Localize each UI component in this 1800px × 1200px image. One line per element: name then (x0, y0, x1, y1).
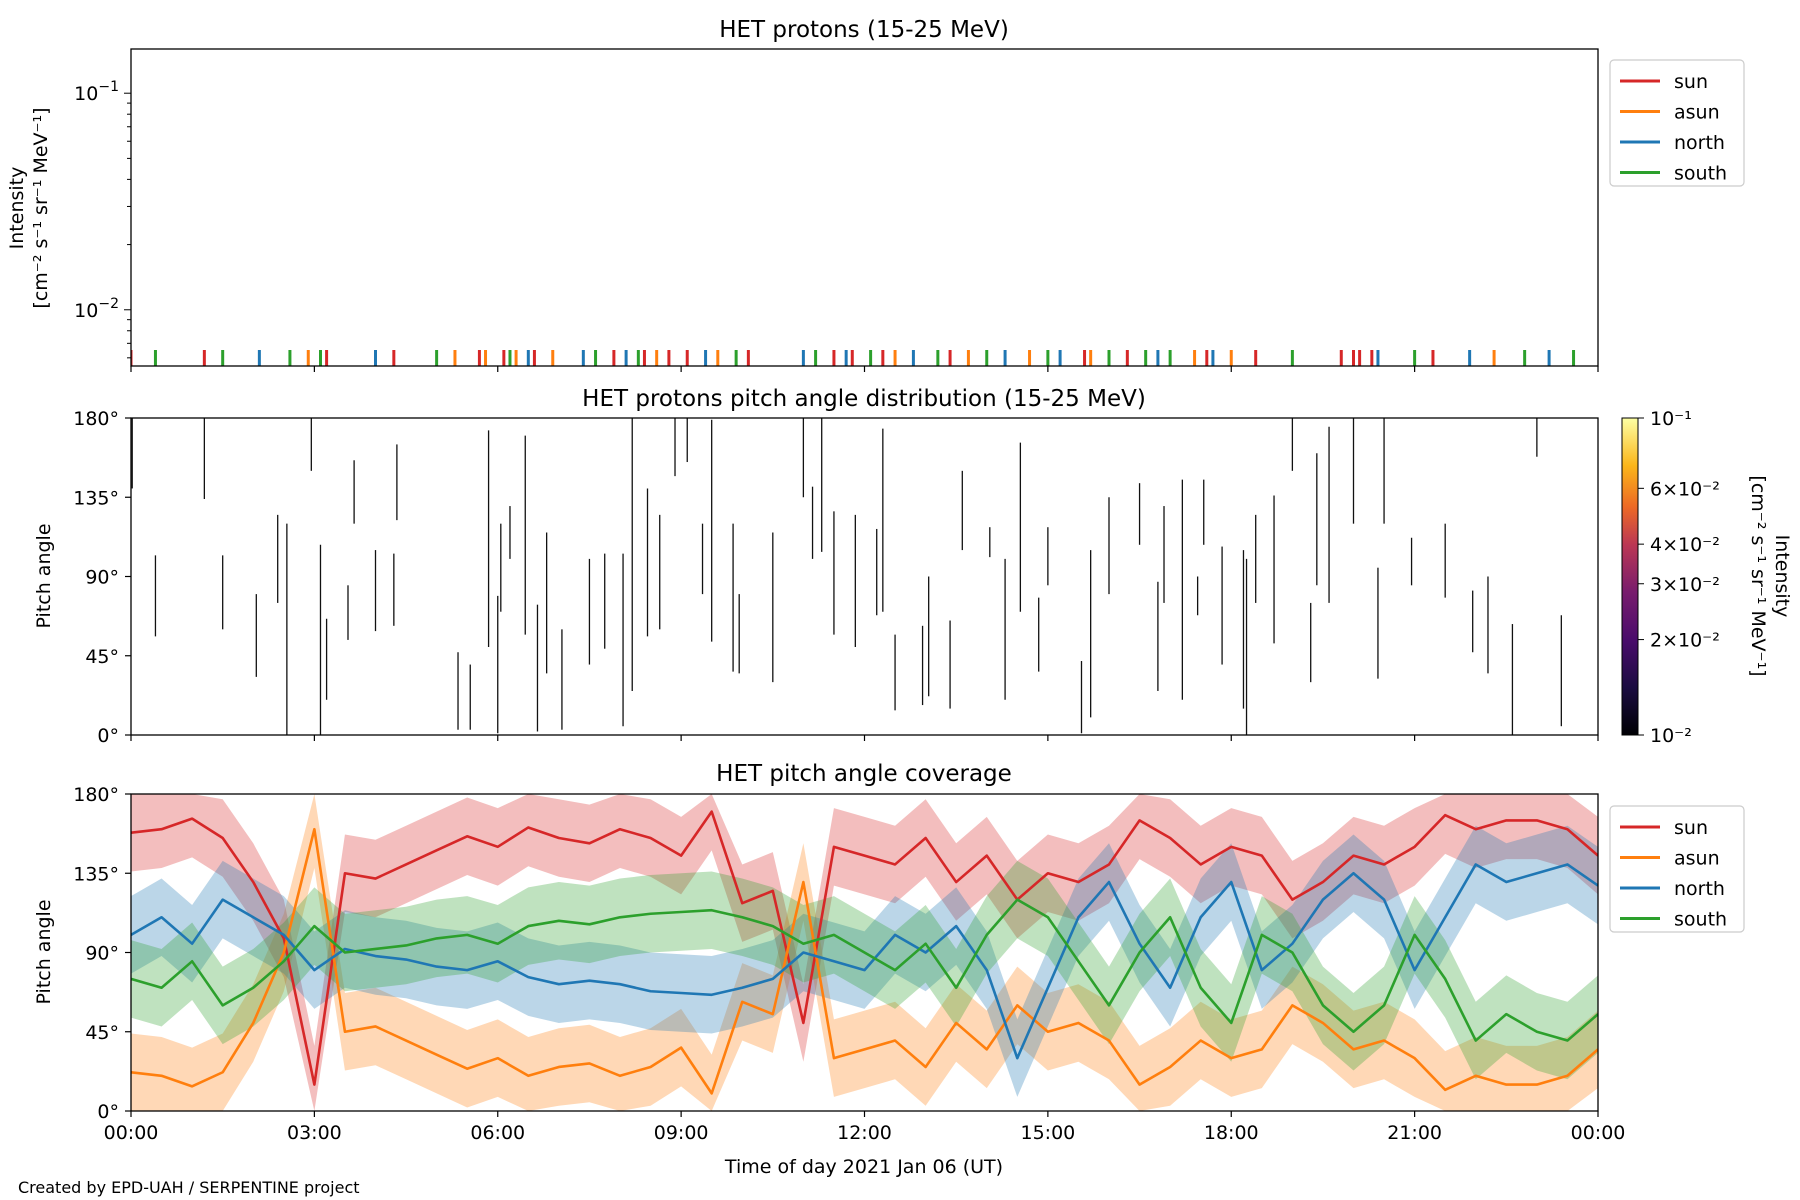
coverage-line-asun (131, 827, 1598, 1095)
y-tick-label: 45° (85, 646, 119, 668)
y-tick-label: 0° (97, 725, 119, 747)
intensity-legend: sun asun north south (1609, 59, 1745, 187)
y-tick-label: 180° (73, 408, 119, 430)
pad-plot-frame (130, 417, 1599, 736)
pad-data-marks (131, 418, 1562, 735)
coverage-x-ticks: 00:00 03:00 06:00 09:00 12:00 15:00 18:00 21:00… (104, 1111, 1626, 1144)
legend-box (1609, 59, 1745, 187)
coverage-band-north (131, 825, 1598, 1097)
legend-label-north: north (1674, 132, 1725, 154)
y-tick-label: 135° (73, 863, 119, 885)
x-tick-label: 15:00 (1020, 1122, 1075, 1144)
colorbar-ticks: 10⁻¹ 6×10⁻² 4×10⁻² 3×10⁻² 2×10⁻² 10⁻² (1638, 408, 1720, 747)
x-tick-label: 12:00 (837, 1122, 892, 1144)
coverage-data-marks (131, 794, 1598, 1111)
legend-box (1609, 805, 1745, 933)
pad-y-axis-label: Pitch angle (33, 523, 55, 628)
y-tick-label: 90° (85, 567, 119, 589)
y-axis-label-line: Intensity (6, 167, 28, 250)
x-tick-label: 18:00 (1204, 1122, 1259, 1144)
legend-label-south: south (1674, 909, 1727, 931)
coverage-panel-title: HET pitch angle coverage (716, 761, 1012, 787)
x-tick-label: 00:00 (1571, 1122, 1626, 1144)
legend-label-sun: sun (1674, 817, 1708, 839)
intensity-data-marks (131, 350, 1576, 366)
coverage-plot-frame (130, 793, 1599, 1112)
colorbar-tick-label: 2×10⁻² (1650, 630, 1720, 652)
colorbar-label-unit: [cm⁻² s⁻¹ sr⁻¹ MeV⁻¹] (1747, 475, 1769, 676)
legend-label-sun: sun (1674, 71, 1708, 93)
y-tick-label: 10−2 (74, 296, 119, 322)
colorbar-tick-label: 4×10⁻² (1650, 534, 1720, 556)
pad-y-ticks: 0° 45° 90° 135° 180° (73, 408, 131, 747)
y-tick-label: 135° (73, 487, 119, 509)
y-tick-label: 90° (85, 943, 119, 965)
legend-label-north: north (1674, 878, 1725, 900)
intensity-x-ticks (130, 366, 1599, 372)
coverage-legend: sun asun north south (1609, 805, 1745, 933)
pad-panel-title: HET protons pitch angle distribution (15… (582, 386, 1146, 412)
colorbar-tick-label: 3×10⁻² (1650, 574, 1720, 596)
x-tick-label: 00:00 (104, 1122, 159, 1144)
coverage-band-sun (131, 794, 1598, 1111)
y-axis-label-unit: [cm⁻² s⁻¹ sr⁻¹ MeV⁻¹] (30, 107, 52, 308)
footer-credit: Created by EPD-UAH / SERPENTINE project (18, 1178, 360, 1197)
colorbar-label-line: Intensity (1771, 535, 1793, 618)
intensity-panel-title: HET protons (15-25 MeV) (719, 17, 1009, 43)
legend-label-asun: asun (1674, 102, 1720, 124)
coverage-line-south (131, 898, 1598, 1042)
intensity-plot-frame (130, 48, 1599, 367)
colorbar-tick-label: 10⁻² (1650, 725, 1692, 747)
coverage-band-asun (131, 794, 1598, 1111)
y-tick-label: 10−1 (74, 79, 119, 105)
x-axis-label: Time of day 2021 Jan 06 (UT) (724, 1156, 1003, 1178)
intensity-y-axis-label: Intensity [cm⁻² s⁻¹ sr⁻¹ MeV⁻¹] (6, 107, 52, 308)
y-tick-label: 0° (97, 1101, 119, 1123)
legend-label-south: south (1674, 163, 1727, 185)
pad-x-ticks (130, 735, 1599, 741)
x-tick-label: 03:00 (287, 1122, 342, 1144)
colorbar-tick-label: 10⁻¹ (1650, 408, 1692, 430)
pitch-angle-distribution-panel: HET protons pitch angle distribution (15… (33, 386, 1793, 747)
colorbar (1621, 417, 1639, 736)
coverage-line-north (131, 863, 1598, 1060)
intensity-y-ticks: 10−1 10−2 (74, 79, 131, 359)
coverage-y-axis-label: Pitch angle (33, 899, 55, 1004)
x-tick-label: 21:00 (1387, 1122, 1442, 1144)
x-tick-label: 06:00 (470, 1122, 525, 1144)
colorbar-tick-label: 6×10⁻² (1650, 478, 1720, 500)
intensity-panel: HET protons (15-25 MeV) Intensity [cm⁻² s… (6, 17, 1745, 372)
colorbar-label: Intensity[cm⁻² s⁻¹ sr⁻¹ MeV⁻¹] (1747, 475, 1793, 676)
y-tick-label: 180° (73, 784, 119, 806)
pitch-angle-coverage-panel: HET pitch angle coverage Pitch angle 0° 4… (33, 761, 1745, 1178)
coverage-line-sun (131, 810, 1598, 1086)
y-tick-label: 45° (85, 1022, 119, 1044)
coverage-y-ticks: 0° 45° 90° 135° 180° (73, 784, 131, 1123)
legend-label-asun: asun (1674, 848, 1720, 870)
x-tick-label: 09:00 (654, 1122, 709, 1144)
